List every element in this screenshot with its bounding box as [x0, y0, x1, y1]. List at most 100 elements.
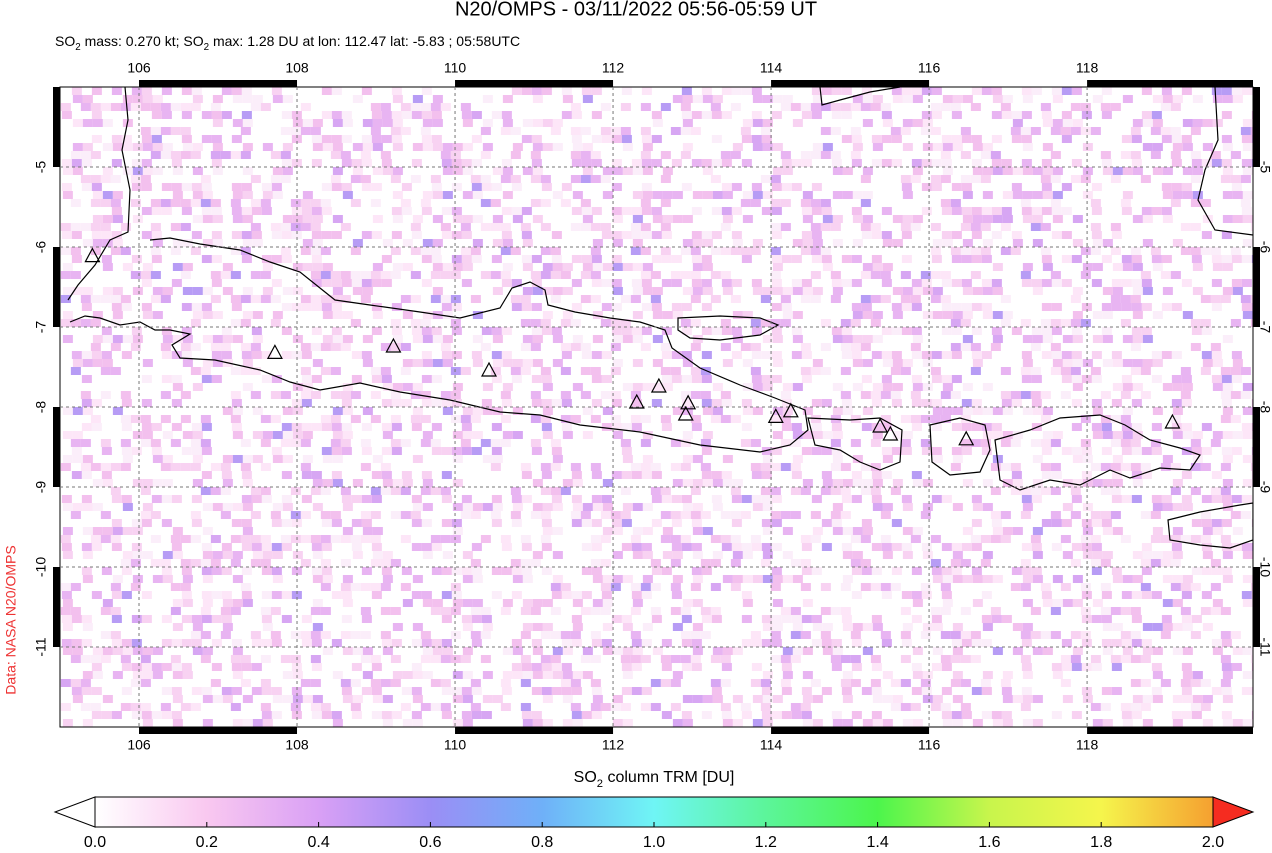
- background-pixel: [1082, 191, 1093, 199]
- background-pixel: [1212, 119, 1223, 127]
- background-pixel: [961, 543, 972, 551]
- background-pixel: [172, 263, 183, 271]
- background-pixel: [1100, 583, 1111, 591]
- background-pixel: [992, 215, 1003, 223]
- background-pixel: [392, 143, 403, 151]
- background-pixel: [590, 559, 601, 567]
- background-pixel: [581, 255, 592, 263]
- background-pixel: [240, 439, 251, 447]
- background-pixel: [792, 335, 803, 343]
- background-pixel: [922, 551, 933, 559]
- background-pixel: [82, 527, 93, 535]
- background-pixel: [981, 207, 992, 215]
- background-pixel: [141, 711, 152, 719]
- background-pixel: [1240, 367, 1251, 375]
- background-pixel: [232, 191, 243, 199]
- background-pixel: [1080, 439, 1091, 447]
- background-pixel: [1000, 319, 1011, 327]
- frame-band: [455, 727, 614, 734]
- background-pixel: [1192, 695, 1203, 703]
- background-pixel: [1071, 447, 1082, 455]
- background-pixel: [782, 527, 793, 535]
- background-pixel: [1080, 247, 1091, 255]
- background-pixel: [591, 279, 602, 287]
- background-pixel: [332, 119, 343, 127]
- background-pixel: [220, 463, 231, 471]
- background-pixel: [110, 535, 121, 543]
- background-pixel: [450, 295, 461, 303]
- background-pixel: [1121, 447, 1132, 455]
- background-pixel: [252, 431, 263, 439]
- background-pixel: [1182, 311, 1193, 319]
- background-pixel: [1090, 367, 1101, 375]
- colorbar-tick-label: 2.0: [1202, 834, 1224, 851]
- background-pixel: [592, 263, 603, 271]
- background-pixel: [421, 519, 432, 527]
- background-pixel: [1142, 119, 1153, 127]
- background-pixel: [690, 319, 701, 327]
- background-pixel: [950, 631, 961, 639]
- background-pixel: [830, 487, 841, 495]
- background-pixel: [560, 679, 571, 687]
- background-pixel: [961, 639, 972, 647]
- background-pixel: [982, 239, 993, 247]
- background-pixel: [422, 503, 433, 511]
- background-pixel: [1211, 87, 1222, 95]
- background-pixel: [282, 455, 293, 463]
- background-pixel: [712, 95, 723, 103]
- volcano: [650, 377, 667, 393]
- background-pixel: [682, 119, 693, 127]
- background-pixel: [440, 487, 451, 495]
- background-pixel: [650, 487, 661, 495]
- background-pixel: [271, 711, 282, 719]
- background-pixel: [762, 551, 773, 559]
- background-pixel: [1171, 711, 1182, 719]
- background-pixel: [81, 615, 92, 623]
- background-pixel: [940, 175, 951, 183]
- background-pixel: [1190, 247, 1201, 255]
- background-pixel: [151, 663, 162, 671]
- background-pixel: [792, 383, 803, 391]
- background-pixel: [380, 559, 391, 567]
- background-pixel: [860, 271, 871, 279]
- background-pixel: [831, 663, 842, 671]
- background-pixel: [360, 511, 371, 519]
- background-pixel: [222, 695, 233, 703]
- colorbar-tick-label: 1.4: [866, 834, 888, 851]
- background-pixel: [1031, 399, 1042, 407]
- background-pixel: [1122, 647, 1133, 655]
- background-pixel: [781, 423, 792, 431]
- background-pixel: [741, 399, 752, 407]
- background-pixel: [571, 135, 582, 143]
- background-pixel: [872, 335, 883, 343]
- background-pixel: [400, 343, 411, 351]
- background-pixel: [862, 623, 873, 631]
- background-pixel: [291, 399, 302, 407]
- background-pixel: [320, 415, 331, 423]
- background-pixel: [521, 207, 532, 215]
- background-pixel: [252, 335, 263, 343]
- background-pixel: [732, 551, 743, 559]
- background-pixel: [1230, 631, 1241, 639]
- background-pixel: [712, 695, 723, 703]
- background-pixel: [502, 263, 513, 271]
- background-pixel: [1020, 487, 1031, 495]
- background-pixel: [811, 567, 822, 575]
- background-pixel: [260, 103, 271, 111]
- background-pixel: [1141, 447, 1152, 455]
- background-pixel: [550, 127, 561, 135]
- colorbar-under: [53, 796, 96, 828]
- background-pixel: [1191, 567, 1202, 575]
- background-pixel: [570, 343, 581, 351]
- background-pixel: [892, 287, 903, 295]
- background-pixel: [1222, 551, 1233, 559]
- background-pixel: [1181, 399, 1192, 407]
- background-pixel: [1081, 375, 1092, 383]
- background-pixel: [91, 399, 102, 407]
- background-pixel: [1082, 527, 1093, 535]
- background-pixel: [660, 367, 671, 375]
- background-pixel: [182, 287, 193, 295]
- background-pixel: [671, 543, 682, 551]
- background-pixel: [1161, 303, 1172, 311]
- background-pixel: [242, 311, 253, 319]
